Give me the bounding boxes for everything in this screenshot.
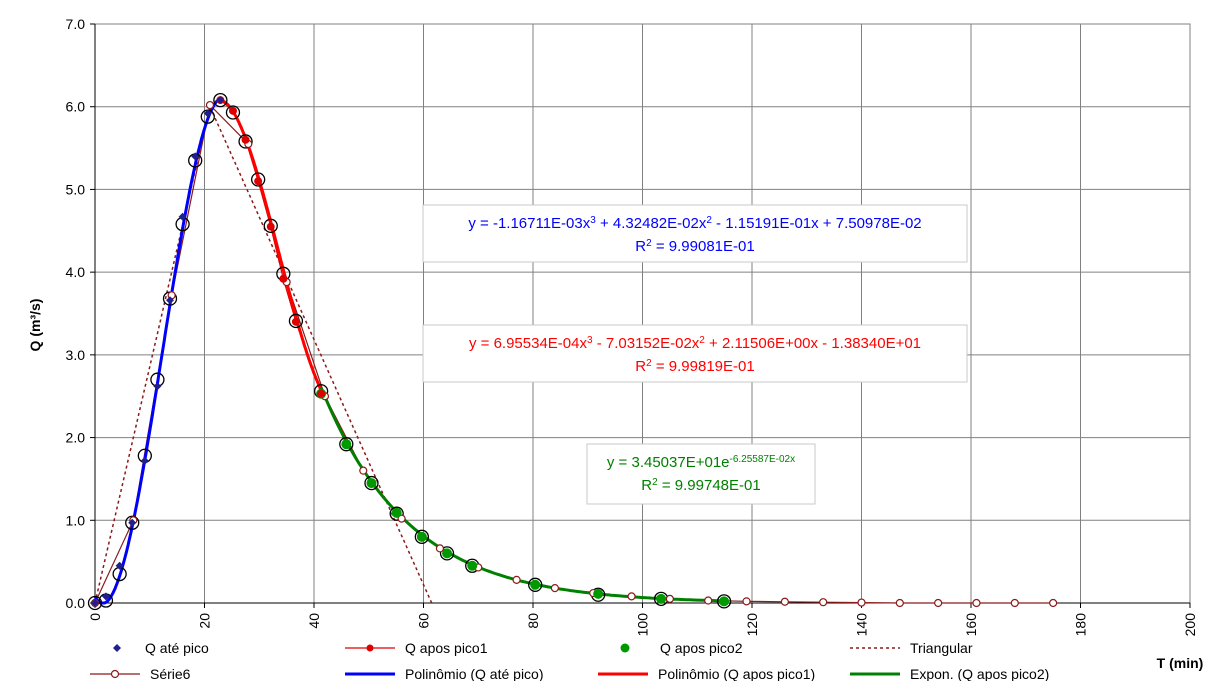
q-apos-pico1-marker	[318, 390, 325, 397]
x-tick-label: 0	[87, 613, 103, 621]
q-apos-pico2-marker	[342, 440, 351, 449]
equation-text: y = 6.95534E-04x3 - 7.03152E-02x2 + 2.11…	[469, 335, 921, 353]
y-tick-label: 0.0	[66, 595, 86, 611]
legend-swatch-marker	[367, 645, 374, 652]
q-apos-pico1-marker	[267, 223, 274, 230]
serie6-marker	[705, 597, 712, 604]
x-tick-label: 120	[744, 613, 760, 637]
legend-label: Polinômio (Q até pico)	[405, 666, 544, 681]
q-apos-pico1-marker	[242, 136, 249, 143]
y-tick-label: 2.0	[66, 430, 86, 446]
serie6-marker	[896, 600, 903, 607]
x-tick-label: 40	[306, 613, 322, 629]
r-squared-text: R2 = 9.99748E-01	[641, 477, 760, 495]
serie6-marker	[820, 599, 827, 606]
legend-item: Triangular	[850, 640, 973, 656]
y-tick-label: 6.0	[66, 99, 86, 115]
x-axis-title: T (min)	[1157, 655, 1204, 671]
y-tick-label: 7.0	[66, 16, 86, 32]
legend-swatch	[113, 644, 121, 652]
legend-label: Série6	[150, 666, 191, 681]
poly-fit-q-ate-pico	[95, 98, 221, 603]
serie6-marker	[666, 595, 673, 602]
y-tick-label: 1.0	[66, 512, 86, 528]
y-tick-label: 4.0	[66, 264, 86, 280]
x-axis: 0 20 40 60 80 100 120 140 160 180 200	[87, 603, 1198, 636]
y-tick-label: 5.0	[66, 181, 86, 197]
serie6-marker	[743, 598, 750, 605]
q-apos-pico2-marker	[594, 589, 603, 598]
legend-item: Expon. (Q apos pico2)	[850, 666, 1049, 681]
r-squared-text: R2 = 9.99081E-01	[635, 238, 754, 256]
legend-item: Q apos pico2	[621, 640, 743, 656]
legend-item: Q até pico	[113, 640, 209, 656]
legend-label: Expon. (Q apos pico2)	[910, 666, 1049, 681]
legend-label: Triangular	[910, 640, 973, 656]
q-apos-pico2-marker	[417, 532, 426, 541]
q-apos-pico2-marker	[657, 594, 666, 603]
serie6-marker	[206, 102, 213, 109]
serie6-marker	[858, 599, 865, 606]
equation-box-fit1: y = -1.16711E-03x3 + 4.32482E-02x2 - 1.1…	[423, 205, 967, 262]
serie6-marker	[935, 600, 942, 607]
q-apos-pico2-marker	[531, 580, 540, 589]
serie6-marker	[781, 598, 788, 605]
q-apos-pico1-marker	[229, 107, 236, 114]
legend-label: Polinômio (Q apos pico1)	[658, 666, 815, 681]
serie6-marker	[628, 593, 635, 600]
y-tick-label: 3.0	[66, 347, 86, 363]
r-squared-text: R2 = 9.99819E-01	[635, 358, 754, 376]
x-tick-label: 180	[1073, 613, 1089, 637]
legend-swatch-marker	[112, 671, 119, 678]
q-apos-pico2-marker	[468, 561, 477, 570]
grid-lines	[95, 24, 1190, 603]
serie6-marker	[1050, 600, 1057, 607]
legend-item: Polinômio (Q apos pico1)	[598, 666, 815, 681]
legend-swatch-marker	[621, 644, 630, 653]
x-tick-label: 60	[416, 613, 432, 629]
q-apos-pico2-marker	[720, 597, 729, 606]
legend-item: Q apos pico1	[345, 640, 488, 656]
annotations: y = -1.16711E-03x3 + 4.32482E-02x2 - 1.1…	[423, 205, 967, 504]
x-tick-label: 200	[1182, 613, 1198, 637]
legend-item: Série6	[90, 666, 191, 681]
serie6-marker	[551, 585, 558, 592]
legend: Q até pico Q apos pico1 Q apos pico2 Triang…	[90, 640, 1049, 681]
legend-label: Q até pico	[145, 640, 209, 656]
x-tick-label: 140	[854, 613, 870, 637]
legend-label: Q apos pico1	[405, 640, 488, 656]
equation-box-fit2: y = 6.95534E-04x3 - 7.03152E-02x2 + 2.11…	[423, 325, 967, 382]
serie6-marker	[1011, 600, 1018, 607]
x-tick-label: 160	[963, 613, 979, 637]
q-ate-pico-marker	[141, 457, 149, 465]
serie6-marker	[436, 545, 443, 552]
legend-label: Q apos pico2	[660, 640, 743, 656]
serie6-marker	[973, 600, 980, 607]
x-tick-label: 80	[525, 613, 541, 629]
q-ate-pico-marker	[153, 382, 161, 390]
q-apos-pico2-marker	[367, 479, 376, 488]
q-apos-pico1-marker	[280, 275, 287, 282]
serie6-marker	[513, 576, 520, 583]
serie6-marker	[360, 467, 367, 474]
q-apos-pico1-marker	[255, 178, 262, 185]
legend-item: Polinômio (Q até pico)	[345, 666, 544, 681]
x-tick-label: 20	[197, 613, 213, 629]
q-apos-pico2-marker	[392, 508, 401, 517]
q-apos-pico1-marker	[292, 318, 299, 325]
x-tick-label: 100	[635, 613, 651, 637]
equation-box-fit3: y = 3.45037E+01e-6.25587E-02x R2 = 9.9974…	[587, 444, 815, 504]
y-axis: 0.0 1.0 2.0 3.0 4.0 5.0 6.0 7.0	[66, 16, 95, 611]
y-axis-title: Q (m³/s)	[27, 299, 43, 352]
q-apos-pico2-marker	[443, 549, 452, 558]
equation-text: y = -1.16711E-03x3 + 4.32482E-02x2 - 1.1…	[468, 215, 921, 233]
